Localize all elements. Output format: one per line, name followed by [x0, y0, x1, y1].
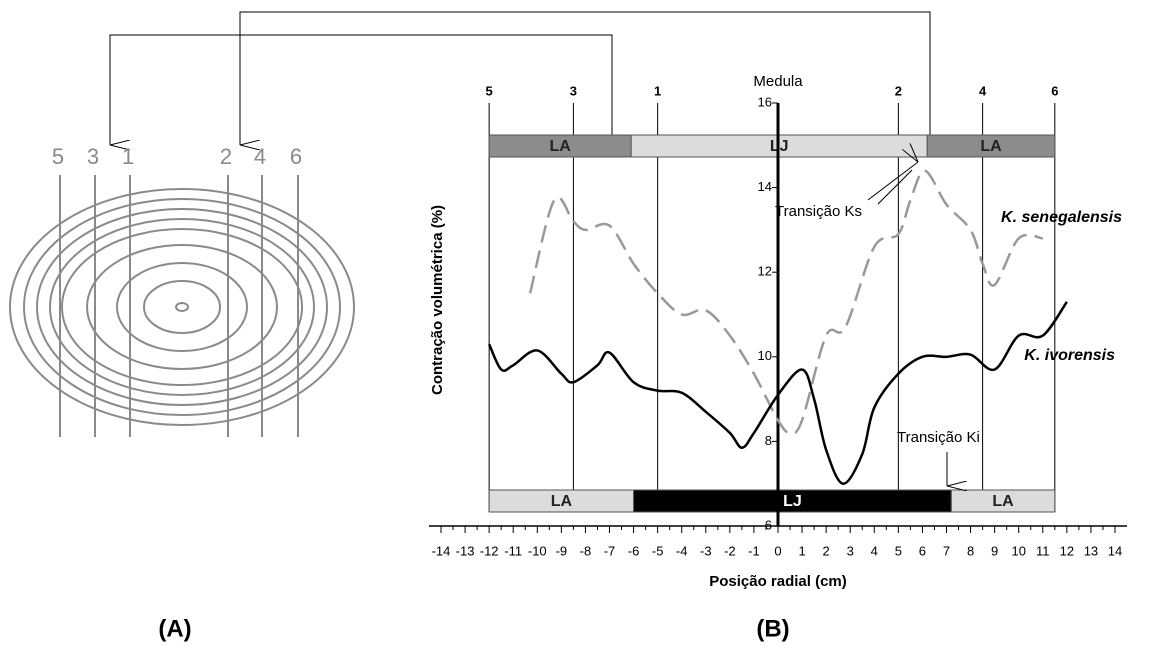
ring [143, 280, 221, 334]
ring [86, 244, 278, 370]
chart: 531246LALJLALALJLAMedula6810121416-14-13… [429, 73, 1127, 590]
annotation: Transição Ks [775, 203, 862, 220]
x-tick-label: -2 [724, 543, 736, 558]
y-axis-title: Contração volumétrica (%) [429, 205, 446, 395]
cut-label: 2 [220, 144, 232, 169]
ring [23, 198, 341, 416]
x-axis-title: Posição radial (cm) [709, 573, 847, 590]
x-tick-label: -12 [480, 543, 499, 558]
x-tick-label: 6 [919, 543, 926, 558]
x-tick-label: 4 [871, 543, 878, 558]
connector-arrow [239, 11, 930, 145]
y-tick-label: 12 [758, 264, 772, 279]
x-tick-label: -9 [556, 543, 568, 558]
x-tick-label: -1 [748, 543, 760, 558]
series-line [488, 301, 1068, 485]
ring [36, 208, 328, 406]
marker-label: 4 [979, 83, 987, 98]
y-tick-label: 10 [758, 348, 772, 363]
series-label: K. senegalensis [1001, 209, 1122, 226]
band-label: LJ [783, 493, 802, 510]
annotation-arrow [877, 169, 913, 205]
x-tick-label: 5 [895, 543, 902, 558]
panel-label: (A) [158, 615, 191, 642]
y-tick-label: 8 [765, 433, 772, 448]
ring [61, 228, 303, 386]
connector-arrow [109, 34, 612, 145]
marker-label: 6 [1051, 83, 1058, 98]
cut-label: 3 [87, 144, 99, 169]
x-tick-label: -4 [676, 543, 688, 558]
marker-label: 5 [486, 83, 493, 98]
x-tick-label: 7 [943, 543, 950, 558]
ring [9, 188, 355, 426]
y-tick-label: 6 [765, 517, 772, 532]
x-tick-label: 9 [991, 543, 998, 558]
y-tick-label: 16 [758, 94, 772, 109]
marker-label: 1 [654, 83, 661, 98]
axis-label: Medula [753, 73, 803, 90]
cut-label: 5 [52, 144, 64, 169]
panel-a [9, 175, 355, 437]
series-label: K. ivorensis [1024, 347, 1115, 364]
x-tick-label: -5 [652, 543, 664, 558]
cut-label: 1 [122, 144, 134, 169]
x-tick-label: 10 [1011, 543, 1025, 558]
annotation-arrow [867, 162, 918, 201]
cut-label: 4 [254, 144, 266, 169]
ring [49, 218, 315, 396]
x-tick-label: -3 [700, 543, 712, 558]
band-label: LA [551, 493, 573, 510]
x-tick-label: 12 [1060, 543, 1074, 558]
x-tick-label: -8 [580, 543, 592, 558]
x-tick-label: -14 [432, 543, 451, 558]
band [926, 134, 1056, 158]
x-tick-label: 14 [1108, 543, 1122, 558]
cut-label: 6 [290, 144, 302, 169]
annotation: Transição Ki [897, 429, 980, 446]
x-tick-label: 0 [774, 543, 781, 558]
panel-label: (B) [756, 615, 789, 642]
x-tick-label: 1 [798, 543, 805, 558]
x-tick-label: 13 [1084, 543, 1098, 558]
band-label: LA [549, 138, 571, 155]
x-tick-label: 8 [967, 543, 974, 558]
x-tick-label: -13 [456, 543, 475, 558]
x-tick-label: 11 [1036, 543, 1050, 558]
y-tick-label: 14 [758, 179, 772, 194]
series-line [528, 169, 1043, 435]
band-label: LA [992, 493, 1014, 510]
marker-label: 2 [895, 83, 902, 98]
x-tick-label: -11 [504, 543, 522, 558]
x-tick-label: -10 [528, 543, 547, 558]
ring [116, 262, 248, 352]
marker-label: 3 [570, 83, 577, 98]
x-tick-label: 2 [823, 543, 830, 558]
band-label: LA [980, 138, 1002, 155]
pith [175, 302, 189, 312]
x-tick-label: -7 [604, 543, 616, 558]
x-tick-label: -6 [628, 543, 640, 558]
band [950, 489, 1056, 513]
x-tick-label: 3 [847, 543, 854, 558]
